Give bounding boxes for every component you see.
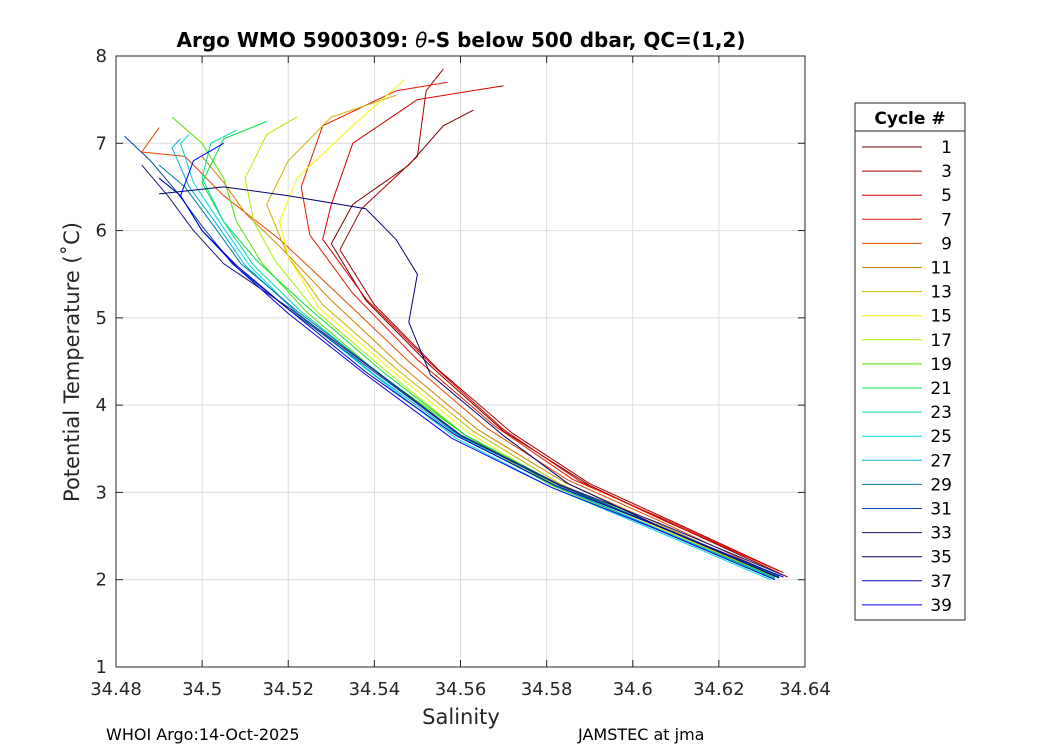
series-line-cycle-31 — [124, 135, 780, 578]
legend-label-13: 13 — [930, 283, 952, 303]
legend-label-1: 1 — [941, 138, 952, 158]
legend-label-19: 19 — [930, 355, 952, 375]
x-tick-label: 34.52 — [262, 679, 314, 700]
x-axis-label: Salinity — [422, 705, 500, 729]
series-line-cycle-37 — [158, 177, 784, 578]
series-line-cycle-39 — [180, 142, 776, 581]
legend-label-7: 7 — [941, 210, 952, 230]
series-line-cycle-29 — [158, 164, 780, 577]
series-lines — [124, 68, 789, 581]
x-tick-label: 34.54 — [349, 679, 401, 700]
legend-label-39: 39 — [930, 596, 952, 616]
series-line-cycle-9 — [141, 127, 771, 574]
x-axis-ticks: 34.48 34.5 34.52 34.54 34.56 34.58 34.6 34.62 34… — [90, 56, 831, 700]
y-axis-label: Potential Temperature (˚C) — [60, 222, 84, 502]
series-line-cycle-15 — [279, 79, 771, 578]
chart-title: Argo WMO 5900309: θ-S below 500 dbar, QC… — [177, 28, 746, 52]
footer-source: WHOI Argo:14-Oct-2025 — [106, 725, 300, 744]
series-line-cycle-17 — [244, 116, 771, 579]
footer-credit: JAMSTEC at jma — [578, 725, 705, 744]
y-tick-label: 4 — [96, 395, 107, 416]
y-tick-label: 2 — [96, 570, 107, 591]
series-line-cycle-25 — [180, 134, 771, 581]
series-line-cycle-35 — [159, 186, 780, 579]
y-axis-ticks: 1 2 3 4 5 6 7 8 — [96, 46, 805, 678]
legend-label-27: 27 — [930, 451, 952, 471]
legend-label-33: 33 — [930, 524, 952, 544]
series-line-cycle-3 — [339, 68, 784, 574]
legend: Cycle # 13579111315171921232527293133353… — [854, 102, 966, 621]
series-line-cycle-19 — [171, 116, 776, 578]
legend-box — [854, 102, 966, 621]
x-tick-label: 34.56 — [435, 679, 487, 700]
series-line-cycle-13 — [266, 94, 771, 576]
series-line-cycle-27 — [171, 138, 776, 579]
x-tick-label: 34.58 — [521, 679, 573, 700]
x-tick-label: 34.5 — [182, 679, 222, 700]
legend-label-37: 37 — [930, 572, 952, 592]
y-tick-label: 7 — [96, 133, 107, 154]
legend-label-17: 17 — [930, 331, 952, 351]
x-tick-label: 34.64 — [779, 679, 831, 700]
legend-label-23: 23 — [930, 403, 952, 423]
legend-title: Cycle # — [874, 109, 945, 129]
x-tick-label: 34.48 — [90, 679, 142, 700]
legend-label-15: 15 — [930, 307, 952, 327]
legend-label-29: 29 — [930, 475, 952, 495]
legend-label-21: 21 — [930, 379, 952, 399]
series-line-cycle-11 — [201, 156, 771, 575]
legend-label-11: 11 — [930, 259, 952, 279]
y-tick-label: 1 — [96, 657, 107, 678]
legend-label-3: 3 — [941, 162, 952, 182]
legend-label-5: 5 — [941, 186, 952, 206]
legend-label-35: 35 — [930, 548, 952, 568]
x-tick-label: 34.6 — [613, 679, 653, 700]
x-tick-label: 34.62 — [693, 679, 745, 700]
y-tick-label: 6 — [96, 221, 107, 242]
y-tick-label: 8 — [96, 46, 107, 67]
y-tick-label: 5 — [96, 308, 107, 329]
series-line-cycle-5 — [322, 85, 780, 572]
series-line-cycle-33 — [141, 164, 784, 576]
legend-label-9: 9 — [941, 234, 952, 254]
legend-label-31: 31 — [930, 500, 952, 520]
series-line-cycle-7 — [300, 81, 776, 570]
legend-label-25: 25 — [930, 427, 952, 447]
y-tick-label: 3 — [96, 482, 107, 503]
